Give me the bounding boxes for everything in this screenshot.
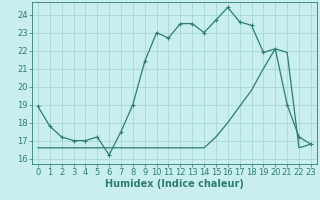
- X-axis label: Humidex (Indice chaleur): Humidex (Indice chaleur): [105, 179, 244, 189]
